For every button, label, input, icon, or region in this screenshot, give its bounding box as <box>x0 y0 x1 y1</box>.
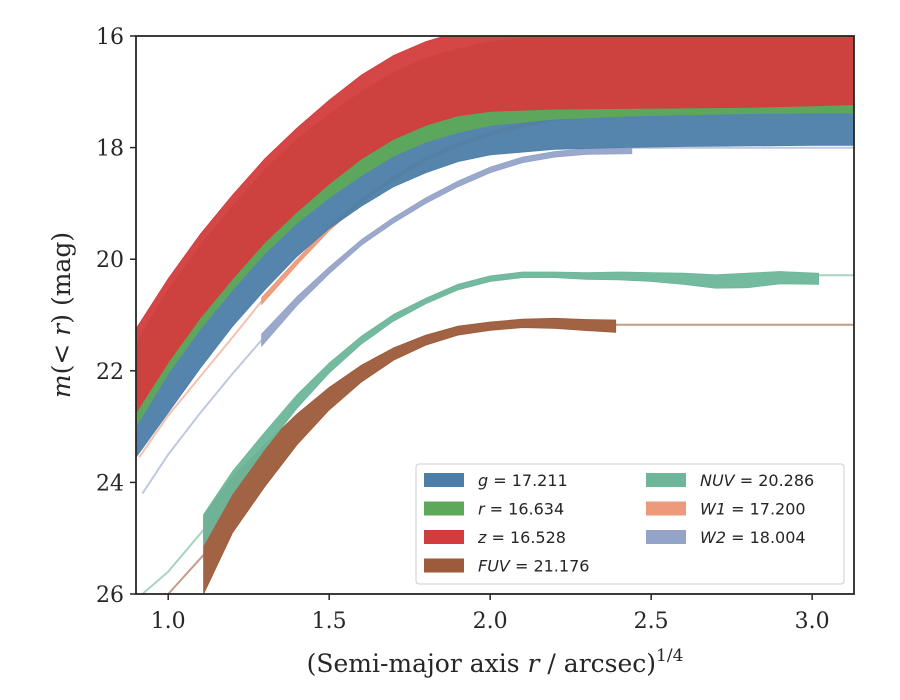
x-axis: 1.0 1.5 2.0 2.5 3.0 <box>151 594 830 634</box>
legend-label-z: z = 16.528 <box>477 528 566 547</box>
legend-label-r: r = 16.634 <box>478 500 564 519</box>
extrapolation-w1-inner <box>138 300 263 458</box>
x-tick-label: 3.0 <box>795 609 830 634</box>
extrapolation-fuv-inner <box>167 554 205 594</box>
legend-swatch-w1 <box>646 501 686 516</box>
legend-frame <box>415 463 845 585</box>
legend-label-g: g = 17.211 <box>478 471 568 490</box>
y-tick-label: 16 <box>96 25 124 50</box>
y-tick-label: 18 <box>96 137 124 162</box>
plot-frame <box>135 35 855 595</box>
legend-swatch-fuv <box>424 558 464 573</box>
series-layer <box>136 36 854 594</box>
series-band-w2 <box>261 147 633 348</box>
y-axis-label: m(< r) (mag) <box>47 232 76 398</box>
series-band-fuv <box>203 317 617 594</box>
legend-label-w2: W2 = 18.004 <box>700 528 806 547</box>
legend-label-nuv: NUV = 20.286 <box>700 471 814 490</box>
legend-label-fuv: FUV = 21.176 <box>478 557 589 576</box>
y-tick-label: 22 <box>96 360 124 385</box>
x-axis-label: (Semi-major axis r / arcsec)1/4 <box>307 646 684 678</box>
y-tick-label: 24 <box>96 471 124 496</box>
legend-label-w1: W1 = 17.200 <box>700 500 806 519</box>
legend-swatch-r <box>424 501 464 516</box>
legend-swatch-nuv <box>646 473 686 487</box>
legend: g = 17.211 r = 16.634 z = 16.528 FUV = 21.1… <box>415 463 845 585</box>
series-band-nuv <box>203 271 819 547</box>
x-tick-label: 1.5 <box>312 609 347 634</box>
x-tick-label: 2.5 <box>634 609 669 634</box>
series-band-z <box>136 36 854 414</box>
y-tick-label: 20 <box>96 248 124 273</box>
y-axis: 16 18 20 22 24 26 <box>96 25 136 608</box>
x-tick-label: 1.0 <box>151 609 186 634</box>
extrapolation-w2-inner <box>141 339 263 495</box>
legend-swatch-z <box>424 530 464 544</box>
legend-swatch-w2 <box>646 530 686 544</box>
y-tick-label: 26 <box>96 583 124 608</box>
x-tick-label: 2.0 <box>473 609 508 634</box>
extrapolation-nuv-inner <box>141 529 205 594</box>
legend-swatch-g <box>424 473 464 487</box>
